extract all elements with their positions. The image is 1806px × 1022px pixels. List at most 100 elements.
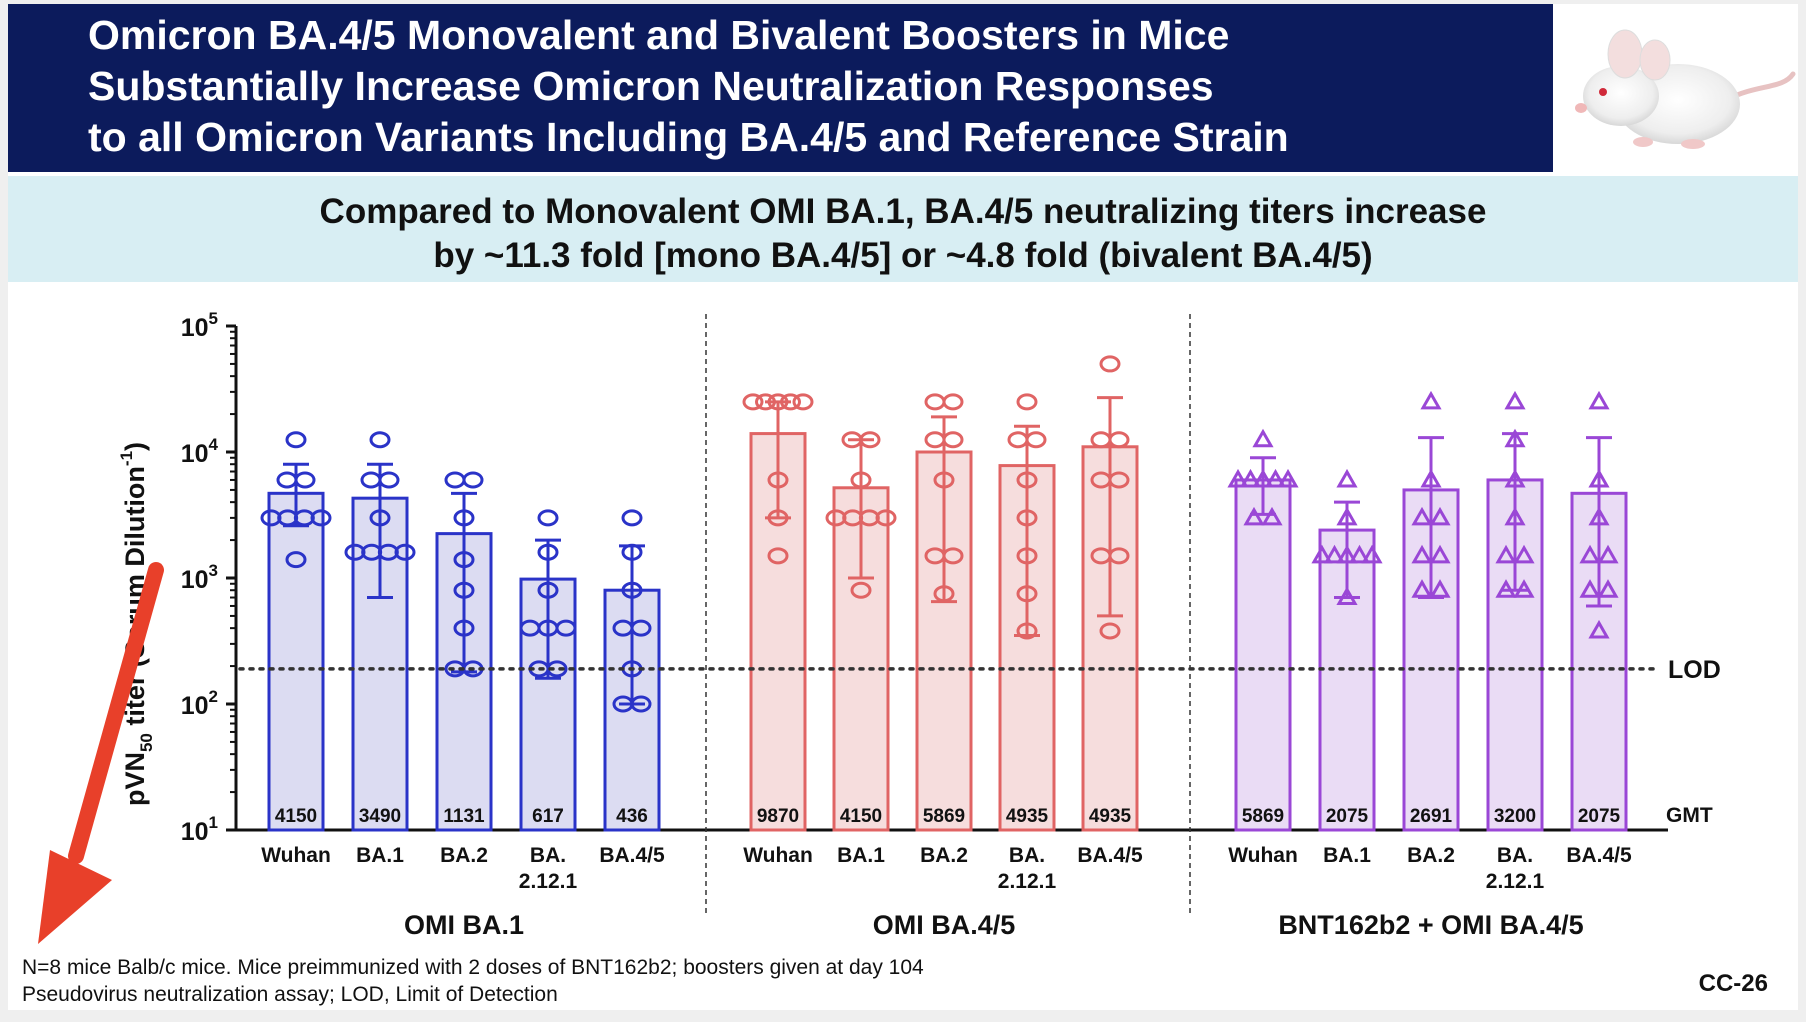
data-point (767, 393, 789, 411)
data-point (1336, 544, 1358, 564)
data-point (924, 431, 946, 449)
data-point (850, 581, 872, 599)
data-point (444, 471, 466, 489)
x-tick-label: BA. (530, 844, 566, 867)
x-tick-label: Wuhan (261, 844, 331, 867)
data-point (1597, 579, 1619, 598)
data-point (630, 619, 652, 637)
data-point (933, 471, 955, 489)
data-point (378, 471, 400, 489)
data-point (1108, 471, 1130, 489)
data-point (285, 431, 307, 449)
data-point (1108, 431, 1130, 449)
gmt-value: 617 (532, 806, 564, 827)
data-point (1252, 428, 1274, 448)
data-point (360, 471, 382, 489)
data-point (453, 619, 475, 637)
data-point (1099, 622, 1121, 640)
x-tick-label: BA.4/5 (1077, 844, 1143, 867)
data-point (630, 695, 652, 713)
data-point (1323, 544, 1346, 564)
x-tick-label: 2.12.1 (998, 870, 1057, 893)
data-point (369, 431, 391, 449)
data-point (1504, 468, 1526, 488)
data-point (1311, 544, 1333, 564)
data-point (1588, 390, 1610, 410)
data-point (933, 585, 955, 603)
x-tick-label: BA.2 (1407, 844, 1455, 867)
data-point (1429, 506, 1451, 526)
data-point (1243, 506, 1265, 526)
x-tick-label: BA.2 (920, 844, 968, 867)
red-arrow-head-icon (38, 850, 112, 944)
gmt-value: 2075 (1578, 806, 1621, 827)
data-point (780, 393, 801, 411)
data-point (555, 619, 577, 637)
footnotes: N=8 mice Balb/c mice. Mice preimmunized … (22, 954, 924, 1008)
gmt-value: 2691 (1410, 806, 1453, 827)
gmt-value: 4150 (275, 806, 317, 827)
data-point (1016, 471, 1038, 489)
group-label: BNT162b2 + OMI BA.4/5 (1278, 910, 1583, 940)
data-point (537, 581, 559, 599)
data-point (1277, 468, 1299, 488)
group-label: OMI BA.1 (404, 910, 524, 940)
data-point (1429, 579, 1451, 598)
white-mouse-photo-icon (1575, 29, 1796, 149)
y-axis-title: pVN50 titer (Serum Dilution-1) (117, 442, 156, 806)
data-point (310, 509, 332, 527)
data-point (621, 543, 643, 561)
data-point (1420, 390, 1442, 410)
data-point (1348, 544, 1371, 564)
data-point (453, 509, 475, 527)
data-point (1108, 547, 1130, 565)
data-point (369, 509, 391, 527)
x-tick-label: Wuhan (743, 844, 813, 867)
data-point (1016, 585, 1038, 603)
data-point (1227, 468, 1249, 488)
slide-code: CC-26 (1698, 970, 1768, 997)
data-point (924, 393, 946, 411)
bar-group: 9870 Wuhan 4150 BA.1 5869 BA.2 4935 BA. 2.12.1 49… (742, 355, 1143, 940)
data-point (742, 393, 764, 411)
data-point (1513, 579, 1535, 598)
data-point (1336, 586, 1358, 606)
data-point (537, 543, 559, 561)
data-point (859, 431, 881, 449)
data-point (942, 547, 964, 565)
y-tick-label: 104 (181, 435, 219, 468)
data-point (850, 471, 872, 489)
data-point (285, 551, 307, 569)
gmt-value: 4935 (1006, 806, 1049, 827)
data-point (792, 393, 814, 411)
x-tick-label: BA. (1009, 844, 1045, 867)
data-point (767, 471, 789, 489)
data-point (1588, 506, 1610, 526)
data-point (1504, 428, 1526, 448)
red-arrow-icon (68, 562, 164, 864)
data-point (1261, 506, 1283, 526)
data-point (1597, 544, 1619, 564)
mouse-photo (1553, 4, 1798, 172)
bar (1234, 478, 1292, 832)
data-point (1016, 547, 1038, 565)
gmt-value: 4935 (1089, 806, 1132, 827)
data-point (394, 543, 416, 561)
gmt-value: 5869 (1242, 806, 1284, 827)
x-tick-label: BA.1 (356, 844, 404, 867)
x-tick-label: 2.12.1 (519, 870, 578, 893)
title-line-1: Omicron BA.4/5 Monovalent and Bivalent B… (88, 12, 1230, 58)
y-tick-label: 103 (181, 561, 218, 594)
gmt-value: 5869 (923, 806, 965, 827)
title-line-2: Substantially Increase Omicron Neutraliz… (88, 63, 1214, 109)
gmt-value: 9870 (757, 806, 799, 827)
data-point (1411, 579, 1433, 598)
data-point (1007, 431, 1029, 449)
data-point (1429, 544, 1451, 564)
gmt-value: 3200 (1494, 806, 1536, 827)
footnote-1: N=8 mice Balb/c mice. Mice preimmunized … (22, 956, 924, 979)
subtitle-line-1: Compared to Monovalent OMI BA.1, BA.4/5 … (319, 192, 1487, 231)
slide-title: Omicron BA.4/5 Monovalent and Bivalent B… (88, 10, 1538, 163)
bar-group: 5869 Wuhan 2075 BA.1 2691 BA.2 3200 BA. 2.12.1 20… (1227, 390, 1632, 940)
x-tick-label: BA.4/5 (599, 844, 665, 867)
